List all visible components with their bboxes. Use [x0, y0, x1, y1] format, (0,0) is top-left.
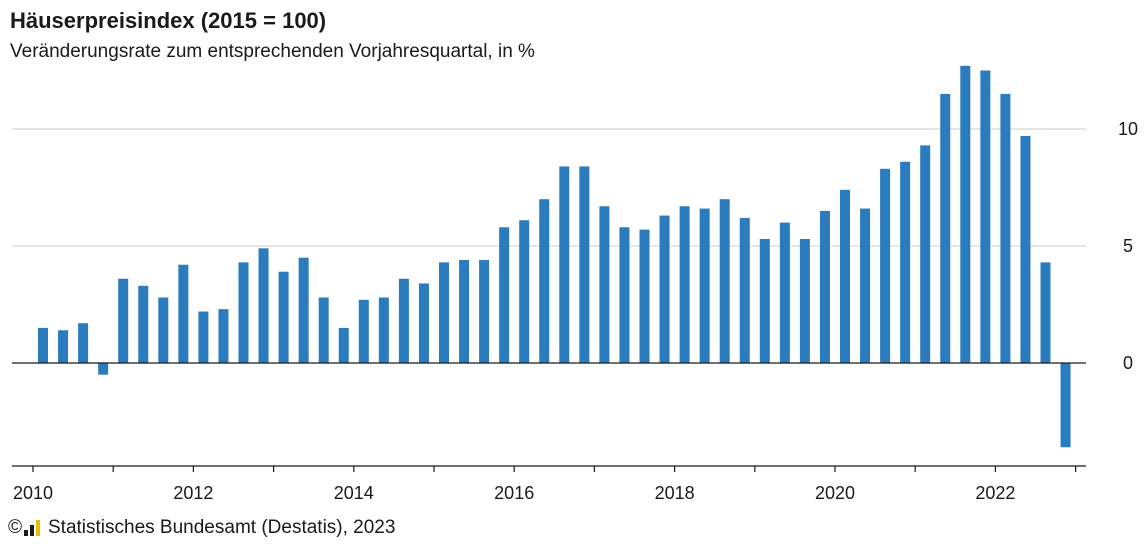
bar [759, 238, 770, 363]
footer: © Statistisches Bundesamt (Destatis), 20… [8, 517, 395, 539]
copyright-symbol: © [8, 517, 22, 538]
x-tick-label: 2022 [975, 483, 1015, 503]
source-text: Statistisches Bundesamt (Destatis), 2023 [48, 517, 396, 538]
chart-title: Häuserpreisindex (2015 = 100) [10, 8, 327, 33]
x-tick-label: 2012 [173, 483, 213, 503]
x-tick-label: 2014 [334, 483, 374, 503]
bar [158, 297, 169, 363]
bar [459, 260, 470, 363]
bar [639, 229, 650, 363]
bar [539, 199, 550, 363]
bar [1020, 136, 1031, 363]
bar [519, 220, 530, 363]
bar [1000, 93, 1011, 364]
bar [479, 260, 490, 363]
bar [499, 227, 510, 363]
bar [378, 297, 389, 363]
bar [398, 278, 409, 363]
bar [258, 248, 269, 363]
bar [178, 264, 189, 363]
y-tick-label: 10 [1118, 119, 1138, 139]
bar [318, 297, 329, 363]
bar [659, 215, 670, 363]
bar [900, 161, 911, 363]
x-tick-label: 2010 [13, 483, 53, 503]
bar [418, 283, 429, 363]
bar [298, 257, 309, 363]
bar [138, 285, 149, 363]
bar [278, 271, 289, 363]
bar [599, 206, 610, 363]
bar [779, 222, 790, 363]
bar [218, 309, 229, 363]
bar [118, 278, 129, 363]
bar [198, 311, 209, 363]
x-tick-label: 2020 [815, 483, 855, 503]
bar [739, 217, 750, 363]
bar [238, 262, 249, 363]
bar [439, 262, 449, 363]
bar [679, 206, 690, 363]
bar [719, 199, 730, 363]
bar-chart: 0 5 10 2010 2012 2014 2016 2018 2020 2022 [12, 65, 1138, 503]
y-tick-label: 0 [1123, 353, 1133, 373]
chart-subtitle: Veränderungsrate zum entsprechenden Vorj… [10, 41, 535, 62]
bar [940, 93, 951, 364]
bar [819, 210, 830, 363]
bar [559, 166, 570, 363]
bar [860, 208, 871, 363]
bar [38, 327, 48, 363]
bar [1040, 262, 1051, 363]
bar [78, 323, 89, 363]
bar [98, 363, 109, 375]
x-tick-label: 2018 [655, 483, 695, 503]
bar [880, 168, 891, 363]
bar [579, 166, 590, 363]
bar [960, 65, 971, 363]
bar [358, 299, 369, 363]
x-tick-label: 2016 [494, 483, 534, 503]
bar [1060, 363, 1071, 448]
bar [338, 327, 349, 363]
bar [699, 208, 710, 363]
bar [920, 145, 931, 363]
bar [840, 189, 850, 363]
bar [58, 330, 69, 363]
destatis-logo-icon [24, 520, 42, 536]
y-tick-label: 5 [1123, 236, 1133, 256]
bar [980, 70, 991, 363]
bar [799, 238, 810, 363]
bar [619, 227, 630, 363]
